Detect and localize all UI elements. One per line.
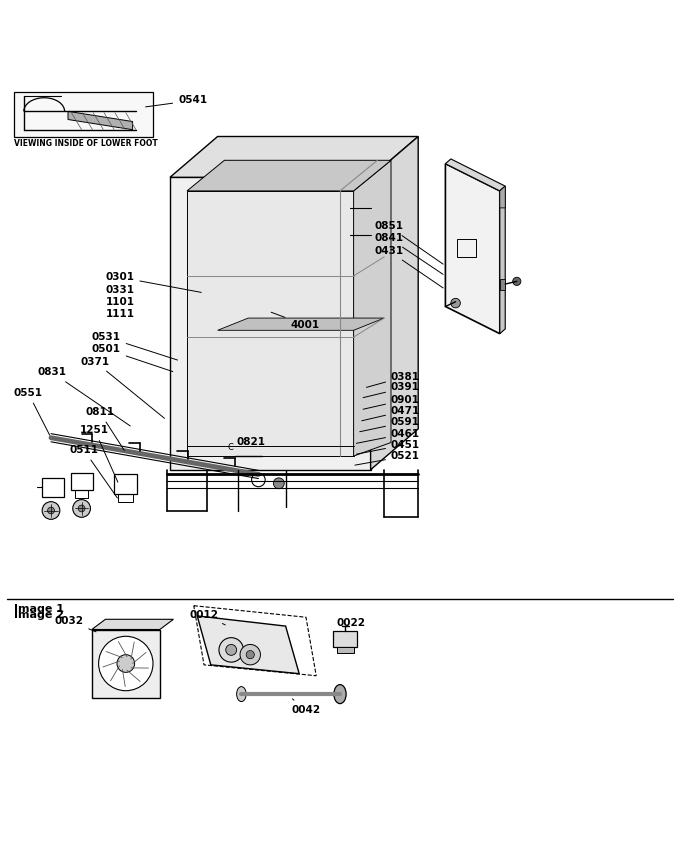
Text: VIEWING INSIDE OF LOWER FOOT: VIEWING INSIDE OF LOWER FOOT [14, 140, 157, 148]
Text: 1111: 1111 [105, 309, 135, 319]
Text: 0471: 0471 [362, 406, 420, 420]
Text: 0511: 0511 [69, 445, 118, 498]
Polygon shape [500, 279, 505, 289]
Text: 0831: 0831 [37, 368, 131, 426]
Polygon shape [187, 160, 391, 191]
Polygon shape [500, 186, 505, 334]
Polygon shape [92, 620, 173, 630]
Polygon shape [445, 159, 505, 191]
Text: 0381: 0381 [367, 372, 420, 387]
Circle shape [42, 501, 60, 519]
Polygon shape [337, 647, 354, 654]
Circle shape [117, 654, 135, 672]
Ellipse shape [237, 687, 246, 701]
Text: 0531: 0531 [92, 332, 177, 360]
Polygon shape [333, 631, 357, 647]
Text: 0391: 0391 [363, 382, 420, 397]
Text: 0501: 0501 [92, 345, 173, 372]
Circle shape [78, 505, 85, 511]
Text: 0901: 0901 [363, 395, 420, 409]
Circle shape [48, 507, 54, 514]
Text: 0301: 0301 [105, 272, 201, 293]
Circle shape [226, 644, 237, 655]
Circle shape [99, 637, 153, 691]
Ellipse shape [334, 684, 346, 704]
Polygon shape [218, 318, 384, 330]
Text: 0591: 0591 [360, 417, 420, 431]
Polygon shape [354, 160, 391, 456]
Circle shape [73, 500, 90, 517]
Text: 0821: 0821 [237, 437, 266, 447]
Polygon shape [92, 630, 160, 698]
Polygon shape [14, 92, 153, 136]
Circle shape [246, 650, 254, 659]
Polygon shape [170, 136, 418, 177]
Polygon shape [68, 111, 133, 129]
Circle shape [240, 644, 260, 665]
Text: 0461: 0461 [356, 429, 420, 443]
Text: 0042: 0042 [291, 699, 320, 715]
Text: 0521: 0521 [355, 451, 420, 465]
Text: 0811: 0811 [85, 407, 124, 450]
Polygon shape [170, 177, 371, 470]
Circle shape [513, 277, 521, 285]
Polygon shape [500, 186, 505, 208]
Text: 0371: 0371 [80, 357, 165, 419]
Text: 0022: 0022 [337, 618, 366, 631]
Text: 0541: 0541 [146, 95, 207, 107]
Text: 1251: 1251 [80, 426, 118, 483]
Polygon shape [371, 136, 418, 470]
Text: 0451: 0451 [356, 439, 420, 454]
Polygon shape [187, 191, 354, 456]
Text: 0012: 0012 [189, 609, 225, 625]
Circle shape [273, 478, 284, 488]
Polygon shape [197, 616, 299, 674]
Text: Image 2: Image 2 [14, 610, 64, 620]
Polygon shape [445, 163, 500, 334]
Text: C: C [228, 443, 234, 452]
Circle shape [219, 637, 243, 662]
Text: 1101: 1101 [105, 297, 135, 306]
Text: 0851: 0851 [374, 221, 443, 264]
Text: 0431: 0431 [374, 246, 443, 288]
Text: 4001: 4001 [271, 312, 320, 330]
Text: 0032: 0032 [54, 615, 96, 631]
Text: 0841: 0841 [374, 233, 443, 274]
Text: Image 1: Image 1 [14, 603, 64, 614]
Text: 0331: 0331 [105, 284, 135, 294]
Circle shape [451, 299, 460, 308]
Text: 0551: 0551 [14, 388, 50, 435]
